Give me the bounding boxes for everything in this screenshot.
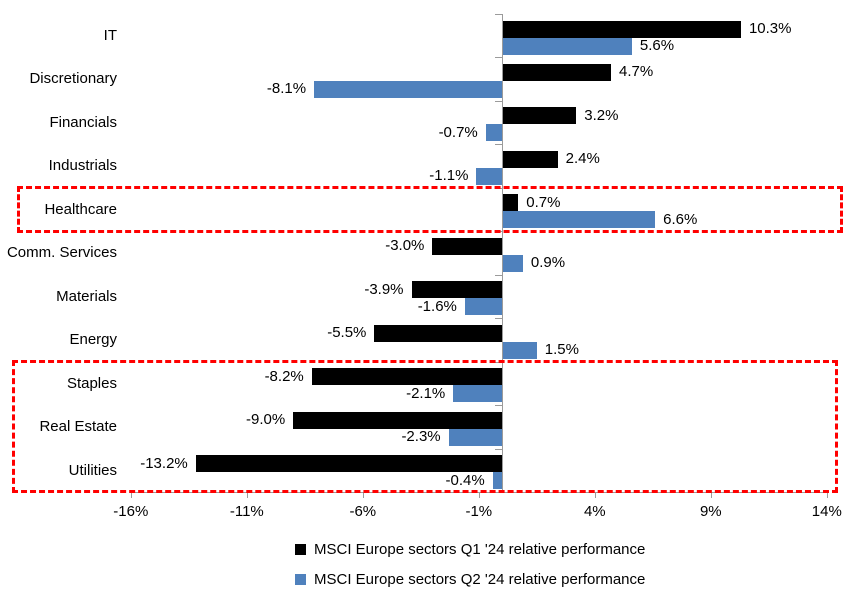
legend-swatch-q1 [295, 543, 306, 555]
value-axis-tick [130, 492, 132, 498]
category-label-it: IT [103, 27, 117, 44]
legend-label-q2: MSCI Europe sectors Q2 '24 relative perf… [314, 570, 646, 588]
bar-q2-healthcare [502, 211, 656, 229]
category-axis-tick [495, 144, 502, 146]
bar-q2-comm-services [502, 254, 523, 272]
value-axis-tick [362, 492, 364, 498]
bar-q1-industrials [502, 150, 558, 168]
category-axis-tick [495, 14, 502, 15]
value-label-q2-discretionary: -8.1% [266, 80, 307, 98]
category-axis-tick [495, 405, 502, 407]
category-axis-tick [495, 274, 502, 276]
value-label-q2-energy: 1.5% [544, 341, 579, 359]
value-label-q1-it: 10.3% [748, 20, 792, 37]
value-label-q1-real-estate: -9.0% [246, 411, 286, 429]
highlight-box-healthcare [17, 186, 843, 233]
value-label-q2-staples: -2.1% [406, 384, 446, 402]
bar-q1-utilities [195, 455, 502, 473]
category-axis-tick [495, 448, 502, 450]
value-label-q1-industrials: 2.4% [565, 150, 600, 168]
bar-q1-discretionary [502, 63, 612, 81]
legend: MSCI Europe sectors Q1 '24 relative perf… [295, 537, 645, 597]
bar-q2-energy [502, 341, 537, 359]
value-axis-tick-label-5: 9% [699, 503, 722, 520]
category-label-industrials: Industrials [48, 157, 117, 175]
bar-q2-staples [453, 385, 502, 403]
value-axis-tick-label-2: -6% [349, 503, 377, 520]
category-axis-tick [495, 57, 502, 59]
category-axis-tick [495, 318, 502, 320]
value-label-q2-financials: -0.7% [438, 123, 478, 141]
value-axis-tick [826, 492, 828, 498]
value-label-q2-comm-services: 0.9% [530, 254, 566, 272]
category-label-financials: Financials [49, 113, 117, 131]
category-label-healthcare: Healthcare [44, 200, 117, 218]
legend-item-q1: MSCI Europe sectors Q1 '24 relative perf… [295, 537, 645, 561]
value-axis-tick-label-4: 4% [583, 503, 606, 520]
value-label-q1-comm-services: -3.0% [385, 237, 425, 255]
value-label-q1-discretionary: 4.7% [619, 63, 654, 81]
value-label-q1-utilities: -13.2% [140, 454, 188, 472]
bar-q1-financials [502, 107, 577, 125]
bar-q1-it [502, 20, 741, 38]
bar-q2-materials [464, 298, 502, 316]
value-axis-tick-label-1: -11% [229, 503, 264, 520]
category-label-real-estate: Real Estate [39, 418, 117, 436]
value-label-q2-healthcare: 6.6% [663, 210, 698, 228]
category-axis-tick [495, 100, 502, 102]
bar-q2-discretionary [314, 80, 502, 98]
bar-q2-industrials [476, 167, 502, 185]
value-axis-tick-label-0: -16% [113, 503, 149, 520]
value-label-q2-materials: -1.6% [417, 297, 457, 315]
value-label-q2-utilities: -0.4% [445, 471, 485, 489]
category-label-discretionary: Discretionary [29, 70, 117, 88]
bar-q2-financials [485, 124, 502, 142]
value-label-q1-materials: -3.9% [364, 280, 404, 298]
value-axis-tick-label-6: 14% [811, 503, 842, 520]
bar-q1-energy [374, 324, 502, 342]
category-label-staples: Staples [66, 374, 117, 392]
bar-q1-real-estate [293, 411, 502, 429]
value-label-q2-industrials: -1.1% [429, 167, 469, 185]
legend-item-q2: MSCI Europe sectors Q2 '24 relative perf… [295, 567, 645, 591]
category-label-utilities: Utilities [68, 461, 117, 479]
category-label-energy: Energy [69, 331, 117, 349]
legend-swatch-q2 [295, 573, 306, 585]
category-label-comm-services: Comm. Services [6, 244, 117, 262]
value-label-q1-healthcare: 0.7% [526, 193, 561, 211]
value-axis-tick [478, 492, 480, 498]
value-axis-tick [710, 492, 712, 498]
value-label-q1-energy: -5.5% [327, 324, 367, 342]
category-label-materials: Materials [56, 287, 117, 305]
bar-q1-staples [311, 368, 502, 386]
legend-label-q1: MSCI Europe sectors Q1 '24 relative perf… [314, 540, 646, 558]
value-label-q2-it: 5.6% [639, 37, 675, 54]
bar-q1-healthcare [502, 194, 519, 212]
value-axis-tick-label-3: -1% [465, 503, 493, 520]
bar-q2-utilities [492, 472, 502, 490]
bar-q2-it [502, 37, 632, 55]
bar-q1-materials [411, 281, 502, 299]
category-axis-line [502, 14, 503, 492]
value-label-q1-staples: -8.2% [264, 367, 304, 385]
value-label-q1-financials: 3.2% [584, 106, 619, 124]
value-axis-tick [594, 492, 596, 498]
value-label-q2-real-estate: -2.3% [401, 428, 441, 446]
highlight-box-staples-real-estate-utilities [12, 360, 838, 494]
value-axis-tick [246, 492, 248, 498]
bar-q2-real-estate [448, 428, 502, 446]
bar-q1-comm-services [432, 237, 502, 255]
